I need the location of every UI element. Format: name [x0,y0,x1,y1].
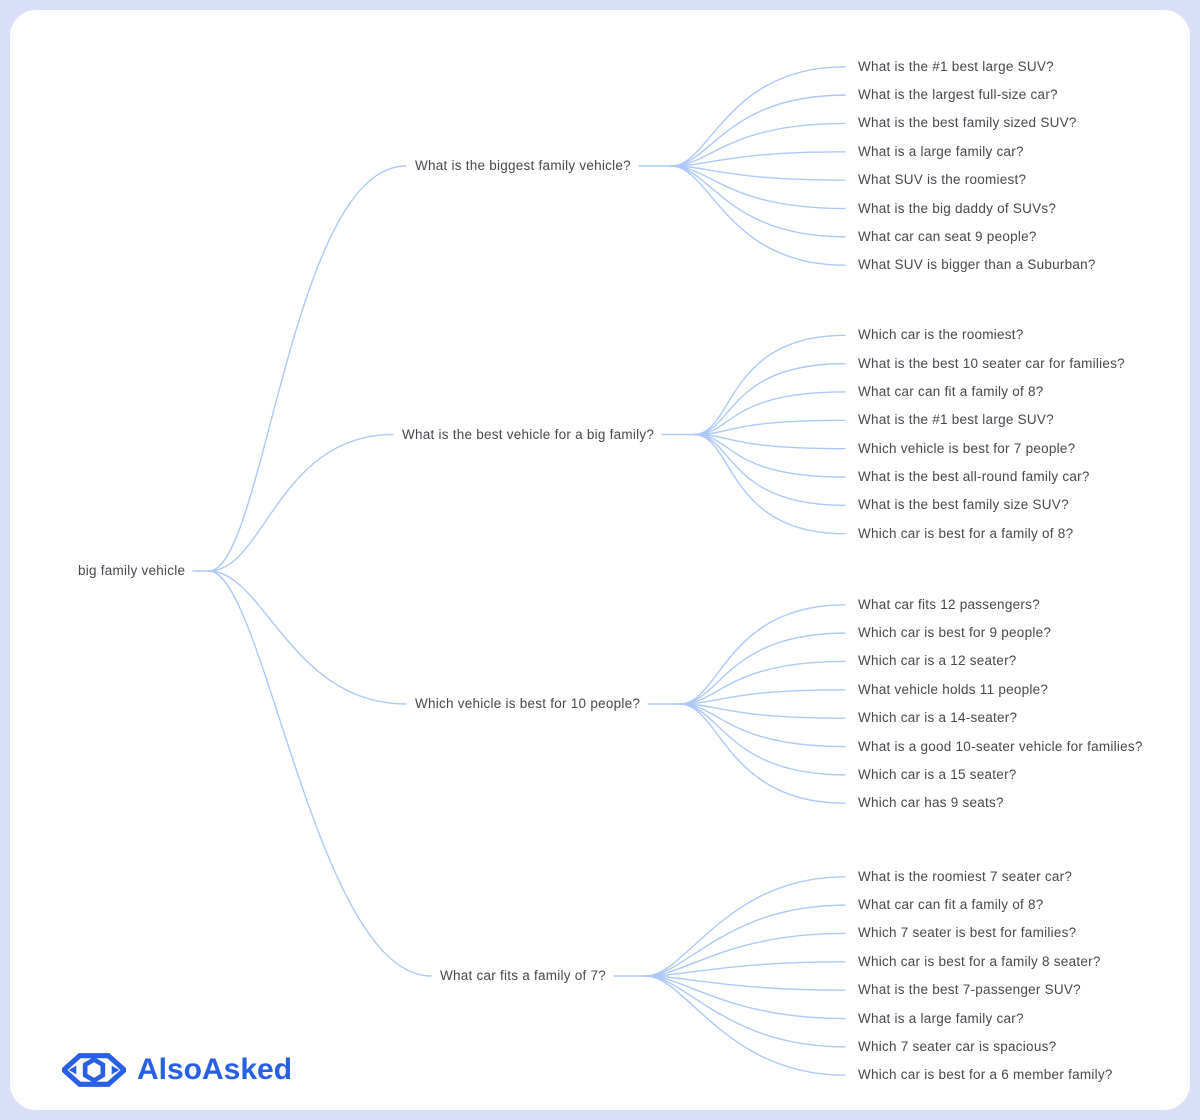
leaf-node[interactable]: What is the #1 best large SUV? [858,412,1054,428]
leaf-node[interactable]: Which vehicle is best for 7 people? [858,440,1076,456]
leaf-node[interactable]: What car can seat 9 people? [858,228,1037,244]
leaf-node[interactable]: Which car is best for a family 8 seater? [858,953,1101,969]
leaf-node[interactable]: What SUV is the roomiest? [858,172,1027,188]
leaf-node[interactable]: What car can fit a family of 8? [858,383,1044,399]
leaf-node[interactable]: Which 7 seater car is spacious? [858,1038,1057,1054]
mindmap-canvas: big family vehicle What is the biggest fa… [10,10,1190,1110]
leaf-node[interactable]: What is a large family car? [858,143,1024,159]
branch-node[interactable]: What car fits a family of 7? [440,967,607,983]
leaf-node[interactable]: Which car is best for a family of 8? [858,525,1074,541]
leaf-node[interactable]: What is the #1 best large SUV? [858,58,1054,74]
leaf-node[interactable]: What is the best 10 seater car for famil… [858,355,1125,371]
leaf-node[interactable]: Which 7 seater is best for families? [858,925,1077,941]
tree-nodes-layer: big family vehicle What is the biggest fa… [10,10,1200,1120]
leaf-node[interactable]: What is the largest full-size car? [858,87,1058,103]
leaf-node[interactable]: What car fits 12 passengers? [858,596,1040,612]
leaf-node[interactable]: What is the best family size SUV? [858,497,1069,513]
alsoasked-wordmark: AlsoAsked [137,1053,293,1086]
leaf-node[interactable]: Which car is best for 9 people? [858,625,1052,641]
leaf-node[interactable]: Which car has 9 seats? [858,795,1004,811]
leaf-node[interactable]: What car can fit a family of 8? [858,897,1044,913]
root-node: big family vehicle [78,562,186,578]
leaf-node[interactable]: What is a good 10-seater vehicle for fam… [858,738,1143,754]
leaf-node[interactable]: What is the best all-round family car? [858,468,1090,484]
leaf-node[interactable]: Which car is a 14-seater? [858,710,1018,726]
leaf-node[interactable]: What is the best family sized SUV? [858,115,1077,131]
branch-node[interactable]: Which vehicle is best for 10 people? [415,695,641,711]
leaf-node[interactable]: Which car is the roomiest? [858,327,1024,343]
branch-node[interactable]: What is the best vehicle for a big famil… [402,426,655,442]
leaf-node[interactable]: What is the big daddy of SUVs? [858,200,1057,216]
leaf-node[interactable]: Which car is a 15 seater? [858,766,1017,782]
leaf-node[interactable]: What vehicle holds 11 people? [858,681,1049,697]
leaf-node[interactable]: What SUV is bigger than a Suburban? [858,257,1096,273]
leaf-node[interactable]: What is a large family car? [858,1010,1024,1026]
branch-node[interactable]: What is the biggest family vehicle? [415,157,631,173]
alsoasked-eye-hexagon-icon [62,1053,126,1087]
alsoasked-logo[interactable]: AlsoAsked [62,1050,292,1090]
leaf-node[interactable]: Which car is a 12 seater? [858,653,1017,669]
leaf-node[interactable]: What is the roomiest 7 seater car? [858,868,1073,884]
leaf-node[interactable]: Which car is best for a 6 member family? [858,1067,1113,1083]
leaf-node[interactable]: What is the best 7-passenger SUV? [858,982,1081,998]
